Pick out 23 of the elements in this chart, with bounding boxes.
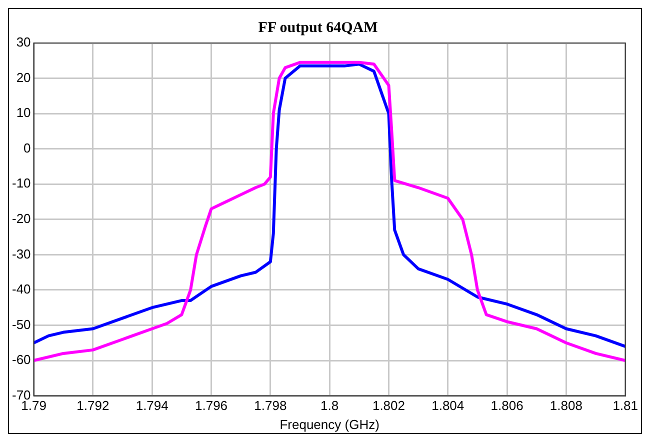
y-tick-label: -20	[12, 210, 31, 226]
x-tick-label: 1.796	[194, 398, 228, 414]
x-tick-label: 1.794	[136, 398, 168, 414]
y-tick-label: 20	[16, 70, 31, 85]
y-tick-label: 10	[16, 105, 31, 120]
y-tick-label: -60	[12, 352, 31, 368]
x-tick-label: 1.792	[76, 398, 110, 414]
x-axis-title: Frequency (GHz)	[280, 416, 380, 432]
y-tick-label: -50	[12, 316, 31, 332]
y-tick-label: -40	[12, 282, 31, 297]
x-tick-label: 1.806	[490, 398, 524, 414]
y-tick-label: 30	[16, 34, 31, 50]
y-tick-label: -30	[12, 246, 31, 262]
chart-title: FF output 64QAM	[258, 20, 378, 36]
y-tick-label: -70	[12, 387, 31, 402]
y-tick-label: -10	[12, 176, 31, 191]
x-tick-label: 1.81	[612, 398, 638, 414]
x-tick-label: 1.802	[372, 398, 405, 414]
x-tick-label: 1.808	[550, 398, 582, 414]
x-tick-label: 1.804	[432, 398, 464, 414]
x-tick-label: 1.798	[254, 398, 287, 414]
x-tick-label: 1.8	[320, 398, 339, 414]
y-tick-label: 0	[24, 140, 31, 156]
